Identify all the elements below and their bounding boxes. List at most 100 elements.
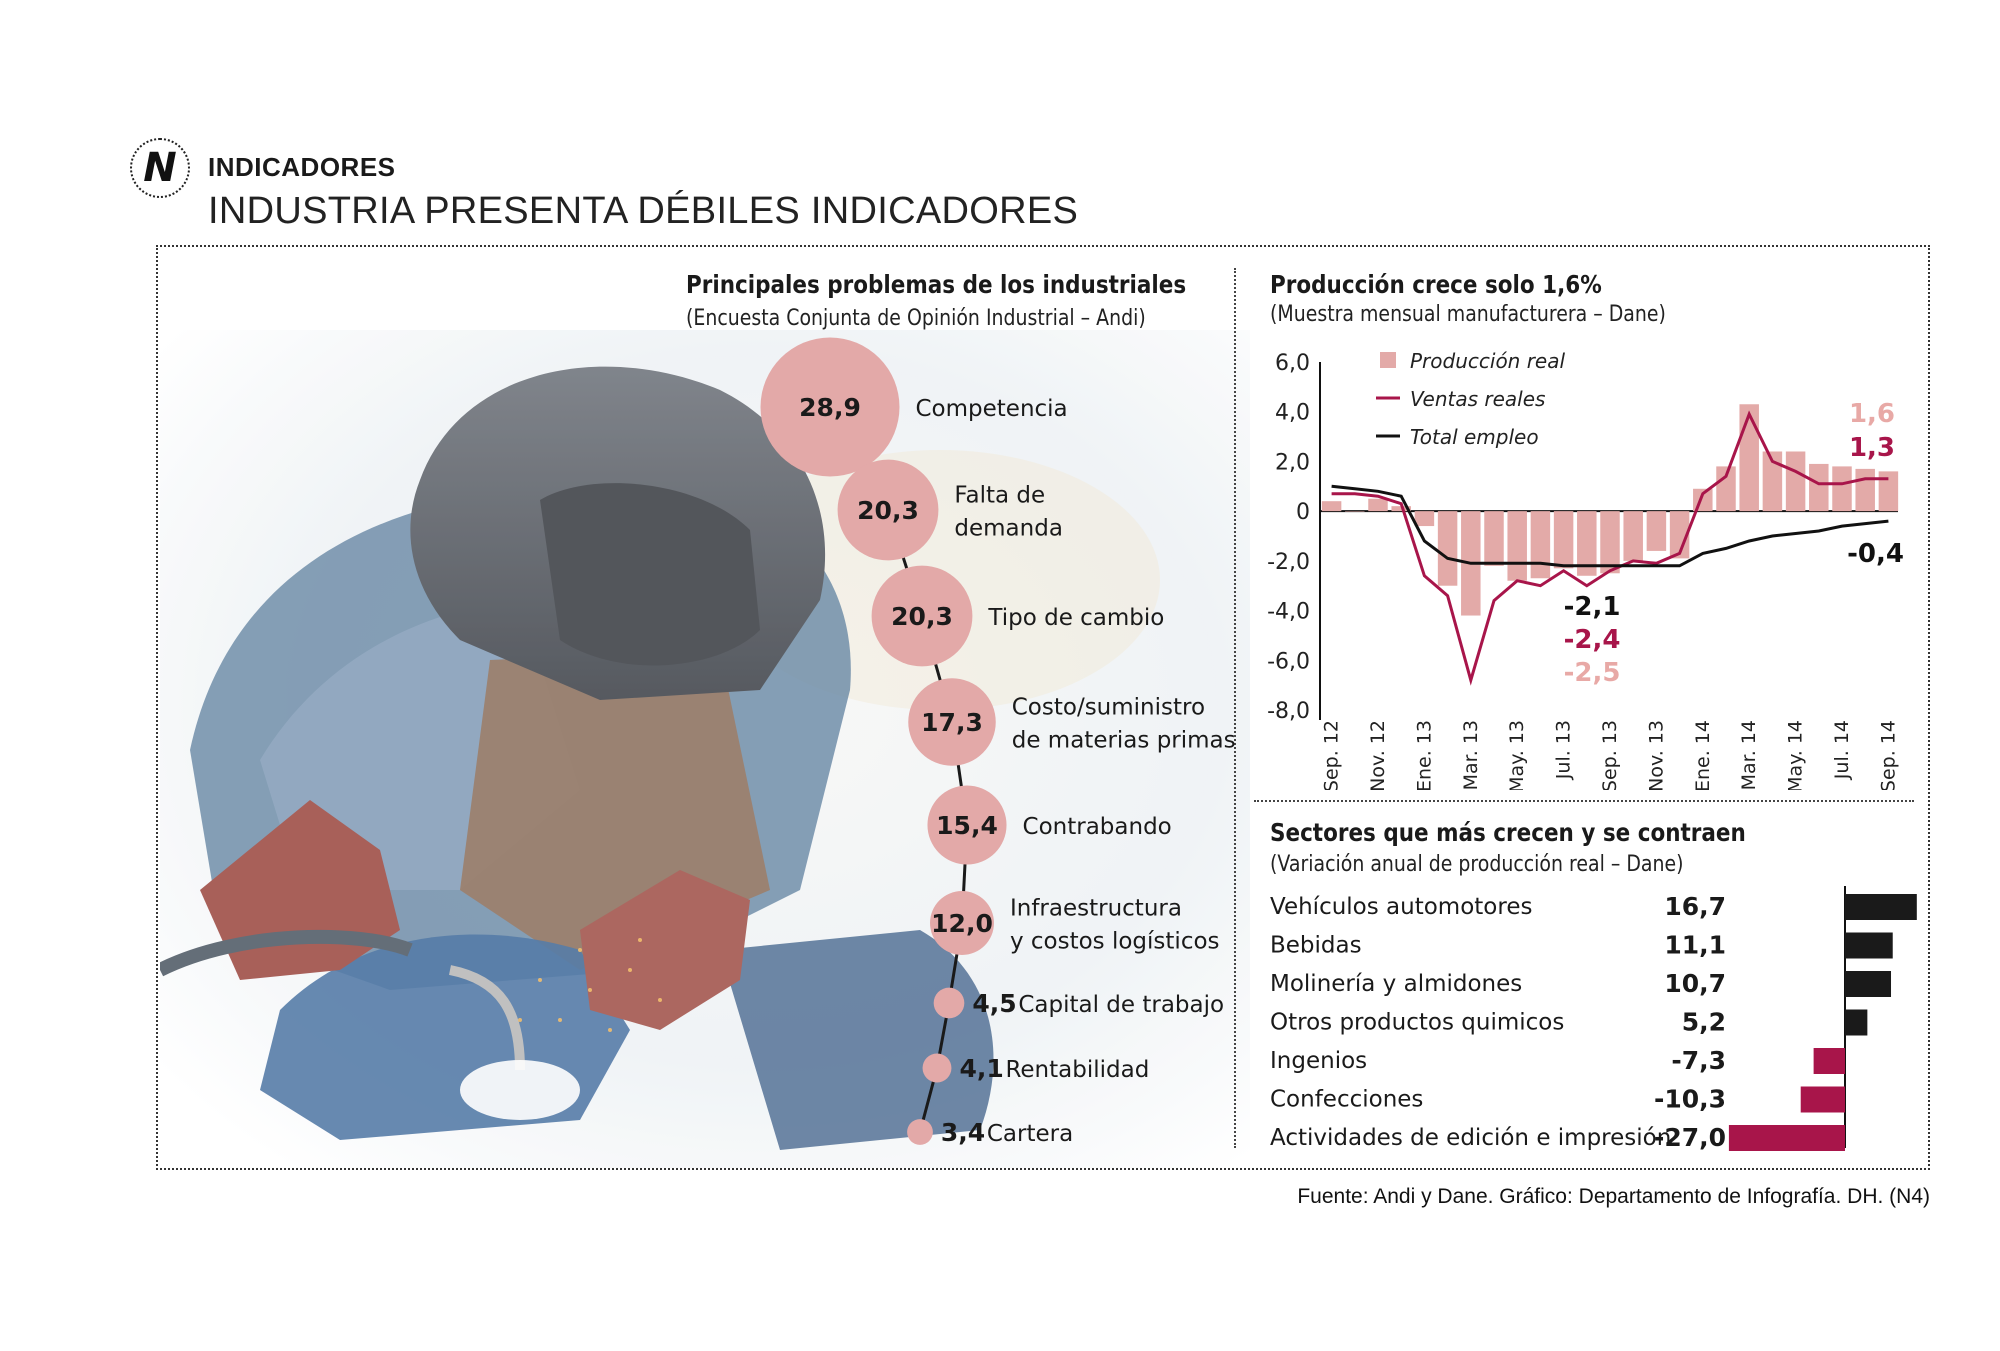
x-tick-label: Jul. 14	[1831, 720, 1853, 780]
bubble-label: Capital de trabajo	[1018, 992, 1224, 1018]
bar-produccion-real	[1484, 511, 1504, 566]
bubble-3	[908, 678, 996, 766]
page-title: INDUSTRIA PRESENTA DÉBILES INDICADORES	[208, 190, 1079, 232]
bubble-value: 15,4	[936, 811, 998, 840]
sector-label: Bebidas	[1270, 933, 1362, 959]
bar-produccion-real	[1855, 468, 1875, 512]
sector-value: 16,7	[1664, 892, 1726, 921]
x-tick-label: Mar. 13	[1460, 720, 1482, 790]
sector-bar	[1800, 1086, 1845, 1113]
bubble-2	[871, 565, 973, 667]
bubble-1	[837, 459, 939, 561]
line-ventas-reales	[1331, 410, 1889, 686]
logo: N	[130, 138, 190, 198]
x-tick-label: Nov. 13	[1645, 720, 1667, 790]
bar-produccion-real	[1832, 466, 1852, 512]
bar-produccion-real	[1437, 511, 1458, 586]
y-tick-label: -4,0	[1267, 600, 1310, 625]
bubble-value: 4,5	[972, 989, 1016, 1018]
horizontal-divider	[1254, 800, 1914, 802]
legend-label: Total empleo	[1410, 425, 1539, 449]
vertical-divider	[1234, 268, 1236, 1148]
legend-swatch-produccion	[1380, 352, 1396, 368]
bar-produccion-real	[1414, 511, 1435, 527]
bubble-label: demanda	[954, 516, 1063, 542]
sector-label: Ingenios	[1270, 1048, 1367, 1074]
bar-produccion-real	[1391, 506, 1411, 512]
bubble-value: 20,3	[857, 496, 919, 525]
production-title: Producción crece solo 1,6%	[1270, 270, 1602, 299]
bar-produccion-real	[1623, 511, 1643, 561]
bubble-value: 20,3	[891, 602, 953, 631]
x-tick-label: Mar. 14	[1738, 720, 1760, 790]
sector-value: -10,3	[1654, 1085, 1726, 1114]
bubble-value: 3,4	[941, 1118, 985, 1147]
y-tick-label: 4,0	[1275, 401, 1310, 426]
sectors-bar-chart: Vehículos automotores 16,7 Bebidas 11,1 Moli…	[1270, 886, 1917, 1152]
x-tick-label: May. 14	[1785, 720, 1807, 790]
annotation-value: 1,3	[1849, 433, 1895, 463]
bubble-7	[922, 1053, 952, 1083]
bar-produccion-real	[1716, 466, 1736, 512]
infographic-frame	[156, 245, 1930, 1170]
bar-produccion-real	[1785, 451, 1806, 512]
bubble-8	[907, 1119, 933, 1145]
problems-subtitle: (Encuesta Conjunta de Opinión Industrial…	[686, 306, 1146, 331]
bar-produccion-real	[1577, 511, 1597, 576]
bar-produccion-real	[1762, 451, 1783, 512]
sector-bar	[1845, 894, 1917, 920]
annotation-value: -2,1	[1564, 592, 1621, 622]
x-tick-label: Sep. 14	[1877, 720, 1899, 790]
bubble-label: Contrabando	[1023, 814, 1172, 840]
sector-value: 11,1	[1664, 931, 1726, 960]
logo-letter: N	[143, 145, 177, 191]
x-tick-label: Jul. 13	[1553, 720, 1575, 780]
bar-produccion-real	[1878, 471, 1899, 512]
bar-produccion-real	[1321, 501, 1342, 512]
x-tick-label: Sep. 12	[1321, 720, 1343, 790]
sector-value: -27,0	[1654, 1123, 1726, 1152]
production-subtitle: (Muestra mensual manufacturera – Dane)	[1270, 302, 1666, 327]
bar-produccion-real	[1669, 511, 1690, 559]
sector-bar	[1728, 1125, 1845, 1151]
sectors-title: Sectores que más crecen y se contraen	[1270, 818, 1746, 847]
bar-produccion-real	[1553, 511, 1574, 569]
sector-label: Otros productos quimicos	[1270, 1010, 1564, 1036]
bubble-label: Costo/suministro	[1012, 695, 1205, 721]
bubble-label: Competencia	[915, 396, 1067, 422]
sector-value: -7,3	[1671, 1046, 1726, 1075]
bubble-value: 17,3	[921, 708, 983, 737]
torch-shape	[448, 965, 525, 1071]
line-total-empleo	[1331, 484, 1889, 568]
bar-produccion-real	[1600, 511, 1620, 574]
bubble-label: Infraestructura	[1010, 896, 1182, 922]
legend-label: Ventas reales	[1410, 387, 1545, 411]
bubble-5	[930, 891, 994, 955]
y-tick-label: 0	[1296, 500, 1310, 525]
bubble-value: 12,0	[931, 909, 993, 938]
bar-produccion-real	[1368, 498, 1388, 512]
sector-value: 10,7	[1664, 969, 1726, 998]
sector-value: 5,2	[1682, 1008, 1726, 1037]
legend-label: Producción real	[1410, 349, 1565, 373]
problems-title: Principales problemas de los industriale…	[686, 270, 1187, 299]
x-tick-label: Nov. 12	[1367, 720, 1389, 790]
bubble-6	[933, 987, 965, 1019]
x-tick-label: Ene. 14	[1692, 720, 1714, 790]
problems-bubble-chart: 28,9 Competencia 20,3 Falta de demanda 20,3 Ti…	[760, 337, 1236, 1147]
y-tick-label: 6,0	[1275, 351, 1310, 376]
sparks	[518, 938, 662, 1032]
source-note: Fuente: Andi y Dane. Gráfico: Departamen…	[1297, 1185, 1930, 1208]
right-glove-shape	[580, 870, 750, 1030]
annotation-value: -2,5	[1564, 658, 1621, 688]
y-tick-label: -2,0	[1267, 550, 1310, 575]
bubble-label: Falta de	[954, 483, 1045, 509]
bar-produccion-real	[1809, 463, 1829, 512]
bubble-value: 28,9	[799, 393, 861, 422]
bubble-value: 4,1	[959, 1054, 1003, 1083]
bar-produccion-real	[1646, 511, 1667, 551]
bubble-label: Cartera	[987, 1121, 1073, 1147]
bubble-label: de materias primas	[1012, 728, 1236, 754]
sector-bar	[1845, 932, 1893, 959]
x-tick-label: Ene. 13	[1413, 720, 1435, 790]
